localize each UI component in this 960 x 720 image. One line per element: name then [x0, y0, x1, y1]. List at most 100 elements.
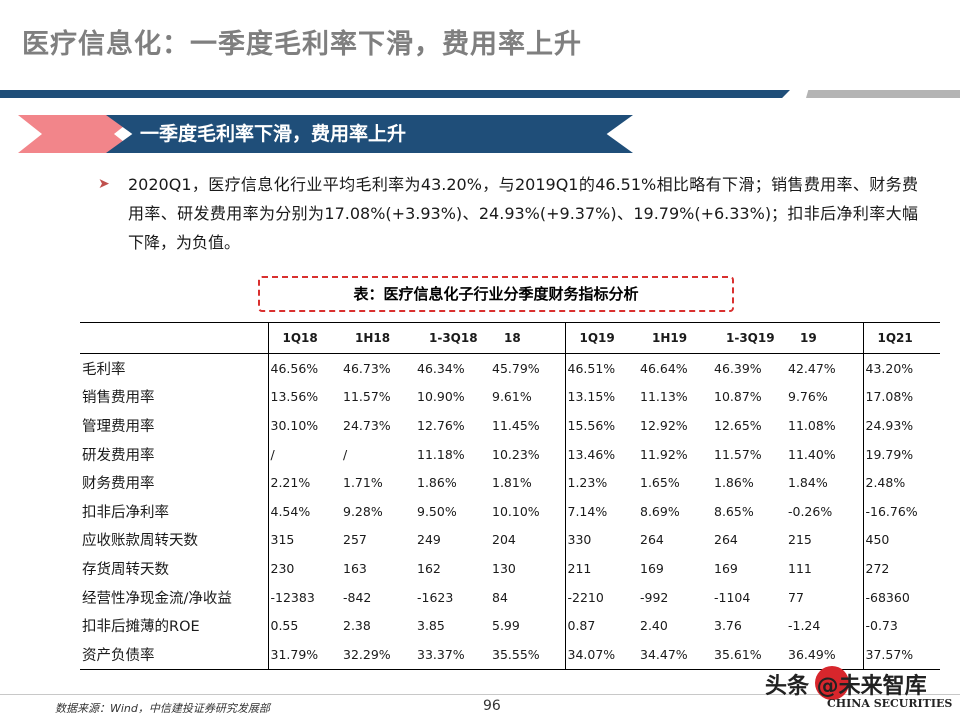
row-label-cell: 扣非后摊薄的ROE: [82, 619, 200, 636]
value-cell: 5.99: [492, 618, 520, 634]
value-cell: 10.87%: [714, 389, 762, 405]
value-cell: -842: [343, 589, 372, 605]
value-cell: 4.54%: [267, 496, 341, 526]
table-body: 毛利率 46.56% 46.73% 46.34% 45.79% 46.51% 46.64% 4…: [80, 353, 940, 670]
header-cell: 1Q21: [862, 322, 940, 354]
value-cell: 84: [492, 589, 508, 605]
table-header-row: 1Q18 1H18 1-3Q18 18 1Q19 1H19 1-3Q19 19 …: [80, 322, 940, 354]
value-cell: 3.76: [714, 618, 742, 634]
value-cell: /: [343, 446, 348, 462]
header-cell: 1H18: [341, 322, 415, 354]
value-cell: 77: [788, 589, 804, 605]
value-cell: 46.56%: [267, 353, 341, 383]
value-cell: 46.64%: [640, 360, 688, 376]
value-cell: 11.40%: [788, 446, 836, 462]
value-cell: 2.48%: [862, 468, 940, 497]
value-cell: 13.15%: [564, 382, 638, 412]
value-cell: -1.24: [788, 618, 821, 634]
header-cell: 1-3Q18: [415, 322, 490, 354]
value-cell: 330: [564, 525, 638, 555]
value-cell: -0.73: [862, 611, 940, 640]
value-cell: 46.51%: [564, 353, 638, 383]
table-row: 扣非后摊薄的ROE 0.55 2.38 3.85 5.99 0.87 2.40 3.76 -1.…: [80, 611, 940, 640]
value-cell: 9.50%: [417, 503, 457, 519]
value-cell: 7.14%: [564, 496, 638, 526]
page-number: 96: [483, 698, 501, 714]
value-cell: 169: [714, 560, 738, 576]
value-cell: 31.79%: [267, 639, 341, 670]
value-cell: 2.40: [640, 618, 668, 634]
value-cell: -16.76%: [862, 496, 940, 526]
page-title: 医疗信息化：一季度毛利率下滑，费用率上升: [22, 29, 582, 60]
header-cell: [80, 322, 268, 354]
value-cell: 264: [640, 532, 664, 548]
logo-english-text: CHINA SECURITIES: [827, 697, 953, 710]
header-cell: 1H19: [638, 322, 712, 354]
value-cell: 34.47%: [638, 639, 712, 670]
value-cell: 2.38: [343, 618, 371, 634]
header-cell: 1Q19: [564, 322, 638, 354]
row-label-cell: 资产负债率: [80, 639, 268, 670]
value-cell: 1.81%: [492, 475, 532, 491]
value-cell: 10.23%: [492, 446, 540, 462]
value-cell: 24.93%: [862, 411, 940, 440]
value-cell: 35.61%: [712, 639, 786, 670]
value-cell: 3.85: [417, 618, 445, 634]
value-cell: 8.65%: [714, 503, 754, 519]
row-label-cell: 研发费用率: [82, 447, 155, 464]
table-row: 研发费用率 // 11.18% 10.23% 13.46% 11.92% 11.57% 11.…: [80, 439, 940, 469]
value-cell: 12.65%: [714, 417, 762, 433]
value-cell: 11.92%: [640, 446, 688, 462]
financial-metrics-table: 1Q18 1H18 1-3Q18 18 1Q19 1H19 1-3Q19 19 …: [80, 322, 940, 670]
bullet-text: 2020Q1，医疗信息化行业平均毛利率为43.20%，与2019Q1的46.51…: [128, 175, 918, 252]
value-cell: 1.71%: [343, 475, 383, 491]
value-cell: 162: [417, 560, 441, 576]
value-cell: 24.73%: [343, 417, 391, 433]
value-cell: 0.55: [267, 611, 341, 640]
value-cell: 1.86%: [714, 475, 754, 491]
value-cell: 2.21%: [267, 468, 341, 497]
value-cell: 35.55%: [490, 639, 565, 670]
value-cell: 264: [714, 532, 738, 548]
value-cell: 211: [564, 554, 638, 583]
value-cell: 46.34%: [417, 360, 465, 376]
value-cell: -2210: [564, 582, 638, 612]
value-cell: 13.46%: [564, 439, 638, 469]
value-cell: 11.57%: [343, 389, 391, 405]
value-cell: 111: [788, 560, 812, 576]
section-heading: 一季度毛利率下滑，费用率上升: [140, 123, 407, 145]
value-cell: 215: [788, 532, 812, 548]
value-cell: 169: [640, 560, 664, 576]
table-row: 应收账款周转天数 315 257 249 204 330 264 264 215 450: [80, 525, 940, 555]
header-cell: 19: [786, 322, 863, 354]
value-cell: 11.08%: [788, 417, 836, 433]
value-cell: 45.79%: [492, 360, 540, 376]
value-cell: 8.69%: [640, 503, 680, 519]
value-cell: 30.10%: [267, 411, 341, 440]
value-cell: 34.07%: [564, 639, 638, 670]
logo-watermark-text: 头条 @未来智库: [765, 674, 927, 699]
value-cell: 450: [862, 525, 940, 555]
value-cell: 12.92%: [640, 417, 688, 433]
brand-logo: 头条 @未来智库 CHINA SECURITIES: [765, 664, 960, 714]
row-label-cell: 扣非后净利率: [82, 504, 169, 521]
value-cell: 9.76%: [788, 389, 828, 405]
value-cell: 249: [417, 532, 441, 548]
value-cell: -12383: [267, 582, 341, 612]
table-row: 扣非后净利率 4.54% 9.28% 9.50% 10.10% 7.14% 8.69% 8.6…: [80, 496, 940, 526]
value-cell: 19.79%: [862, 439, 940, 469]
table-row: 销售费用率 13.56% 11.57% 10.90% 9.61% 13.15% 11.13%…: [80, 382, 940, 412]
row-label-cell: 存货周转天数: [82, 561, 169, 578]
seal-logo-icon: [815, 666, 849, 700]
title-underline-grey: [806, 90, 960, 98]
header-cell: 18: [490, 322, 565, 354]
value-cell: 33.37%: [415, 639, 490, 670]
value-cell: 130: [492, 560, 516, 576]
row-label-cell: 销售费用率: [82, 390, 155, 407]
table-row: 存货周转天数 230 163 162 130 211 169 169 111 272: [80, 554, 940, 583]
value-cell: 12.76%: [417, 417, 465, 433]
arrow-bullet-icon: ➤: [98, 176, 110, 192]
bullet-paragraph: ➤ 2020Q1，医疗信息化行业平均毛利率为43.20%，与2019Q1的46.…: [98, 170, 918, 257]
value-cell: -1623: [417, 589, 454, 605]
value-cell: 15.56%: [564, 411, 638, 440]
